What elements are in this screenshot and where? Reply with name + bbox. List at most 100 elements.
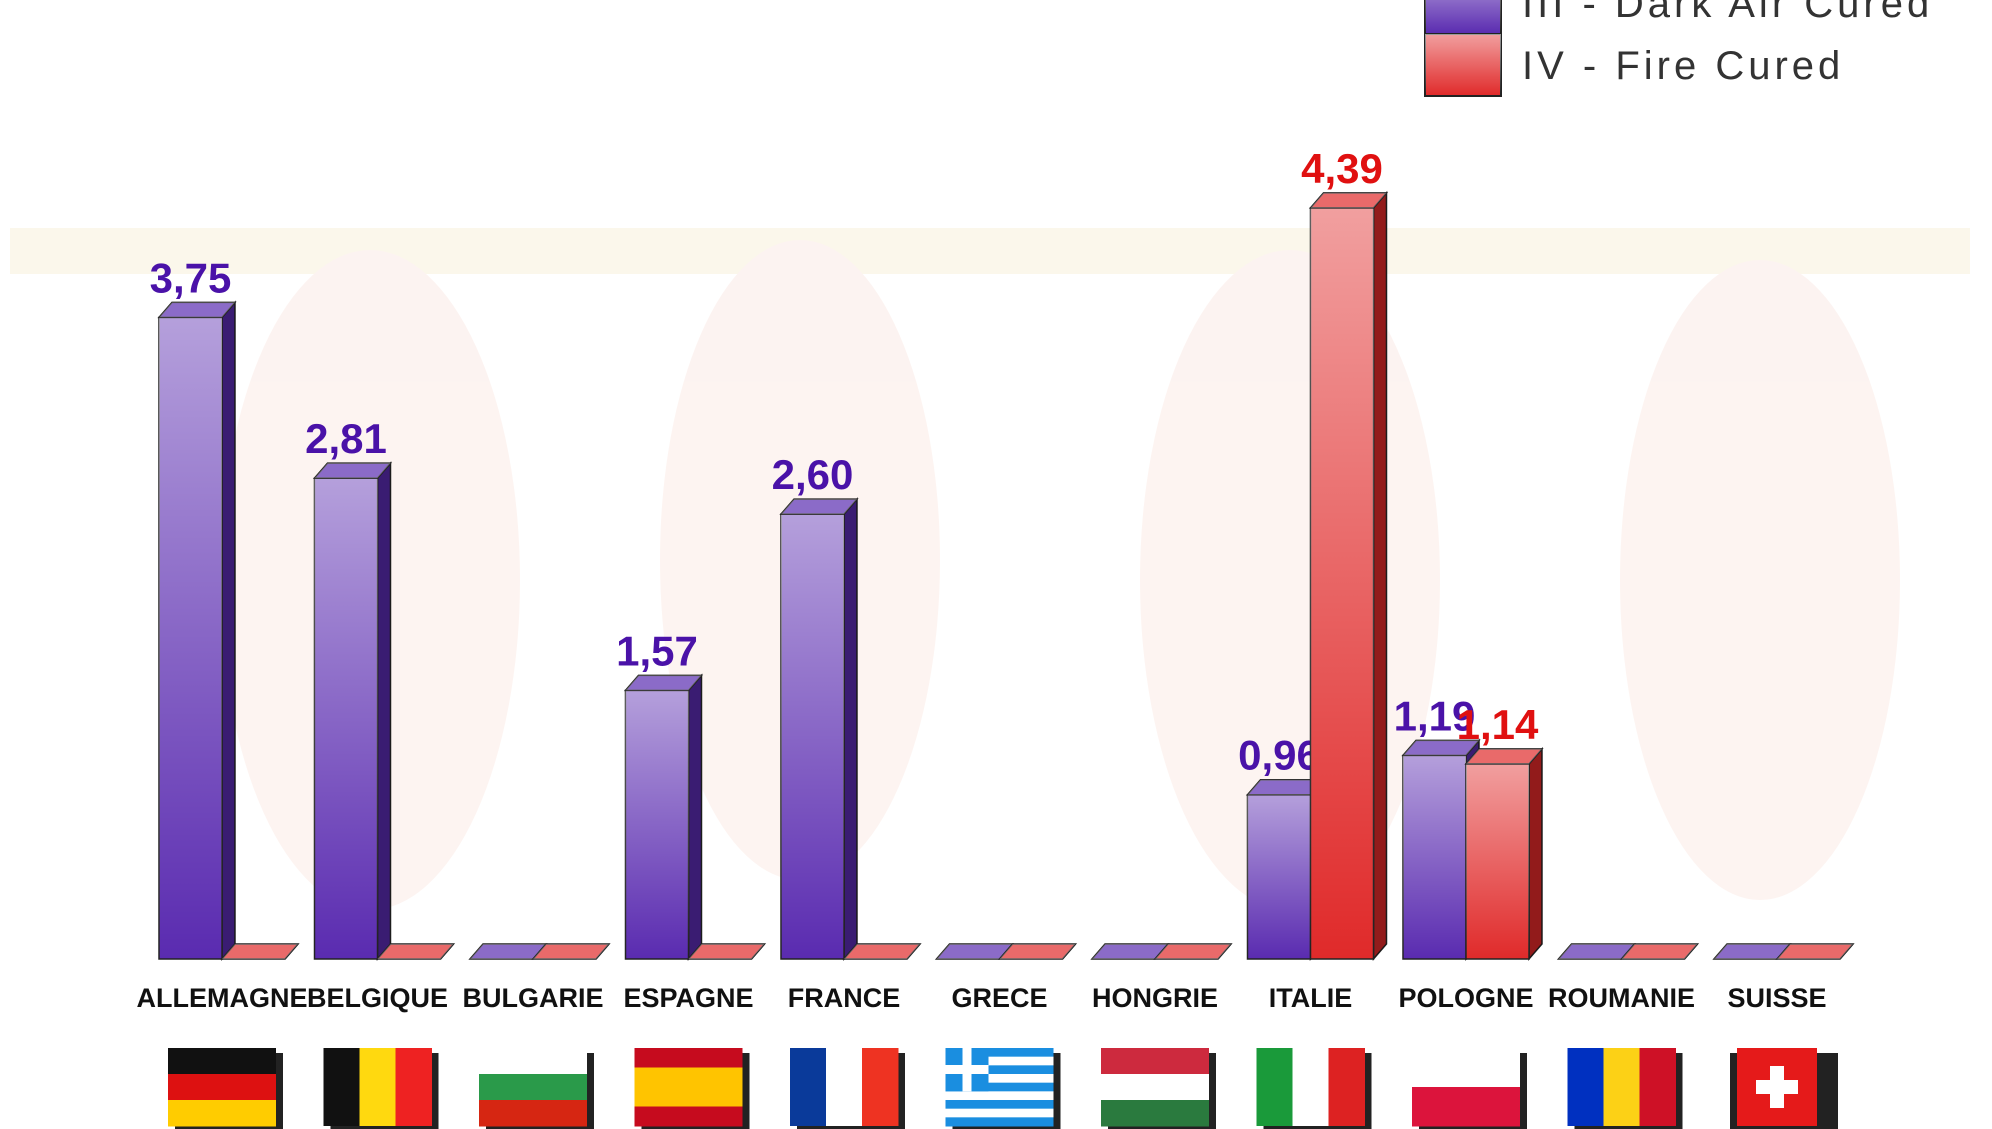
x-tick-label: POLOGNE — [1398, 983, 1533, 1013]
bar-top-shade — [314, 463, 391, 479]
flag-stripe — [1603, 1048, 1640, 1126]
bar — [1464, 746, 1544, 962]
flag-stripe — [1101, 1048, 1209, 1075]
flags — [168, 1048, 1838, 1129]
flag — [1412, 1048, 1527, 1129]
bar-top-shade — [470, 944, 546, 959]
flag-stripe — [1639, 1048, 1676, 1126]
bar — [468, 943, 548, 960]
flag-stripe — [395, 1048, 432, 1126]
x-tick-label: GRECE — [951, 983, 1047, 1013]
flag-stripe — [168, 1074, 276, 1101]
flag-cross — [962, 1048, 972, 1092]
value-label: 2,81 — [305, 415, 387, 462]
bar — [1153, 943, 1233, 960]
bar-top — [623, 674, 704, 692]
bar-side-shadow — [1529, 748, 1542, 959]
flag-stripe — [1256, 1048, 1293, 1126]
bar — [220, 943, 300, 960]
bar — [779, 497, 859, 962]
flag — [634, 1048, 750, 1129]
bar-top — [220, 943, 300, 960]
bar-top-shade — [1310, 192, 1387, 208]
bar-top-shade — [1466, 748, 1542, 764]
bar — [686, 943, 767, 960]
bar-top-shade — [377, 944, 454, 959]
legend-swatch-shade — [1425, 0, 1501, 34]
flag-stripe — [634, 1048, 743, 1068]
x-tick-label: ROUMANIE — [1548, 983, 1695, 1013]
bar — [375, 943, 456, 960]
x-tick-label: BELGIQUE — [307, 983, 448, 1013]
bar-top-shade — [936, 944, 1013, 959]
bar-side-shadow — [1373, 192, 1387, 960]
value-label: 1,19 — [1394, 692, 1476, 739]
bar-front-shade — [159, 317, 222, 959]
flag-stripe — [1101, 1100, 1209, 1127]
bar-top-shade — [533, 944, 609, 959]
bar-top-shade — [1403, 740, 1479, 756]
flag-stripe — [323, 1048, 360, 1126]
flag-stripe — [826, 1048, 863, 1126]
bar-side-shadow — [377, 463, 391, 959]
bar — [997, 943, 1078, 960]
bar-top — [1401, 739, 1481, 757]
bar-top — [686, 943, 767, 960]
bar-front-shade — [1403, 755, 1466, 959]
flag-stripe — [479, 1048, 587, 1075]
flag-stripe — [1292, 1048, 1329, 1126]
bar — [1775, 943, 1855, 960]
value-label: 0,96 — [1238, 732, 1320, 779]
x-tick-label: HONGRIE — [1092, 983, 1218, 1013]
x-tick-label: ITALIE — [1269, 983, 1353, 1013]
flag — [1256, 1048, 1372, 1129]
bar-front-shade — [625, 690, 689, 959]
x-tick-label: ESPAGNE — [623, 983, 753, 1013]
value-label: 1,57 — [616, 627, 698, 674]
flag-stripe — [634, 1106, 743, 1127]
bar-top — [1308, 192, 1389, 209]
bar-top-shade — [625, 675, 702, 691]
bar-top-shade — [688, 944, 765, 959]
flag-stripe — [945, 1056, 1054, 1066]
bar — [531, 943, 611, 960]
x-tick-label: FRANCE — [788, 983, 901, 1013]
bar-top — [531, 943, 611, 960]
bar-top — [375, 943, 456, 960]
bar-front-shade — [1466, 763, 1529, 959]
flag-stripe — [634, 1087, 743, 1107]
flag-stripe — [790, 1048, 827, 1126]
flag — [479, 1048, 594, 1129]
x-tick-label: SUISSE — [1727, 983, 1826, 1013]
bar-top — [1153, 943, 1233, 960]
bar — [623, 673, 704, 962]
flag-stripe — [168, 1048, 276, 1075]
x-tick-label: BULGARIE — [463, 983, 604, 1013]
flag-stripe — [359, 1048, 396, 1126]
bar-top-shade — [781, 499, 857, 515]
bar-top-shade — [844, 944, 920, 959]
legend-swatch-shade — [1425, 34, 1501, 96]
x-tick-label: ALLEMAGNE — [137, 983, 308, 1013]
bar-front-shade — [1310, 207, 1374, 960]
flag-stripe — [1328, 1048, 1365, 1126]
legend-label: IV - Fire Cured — [1522, 44, 1844, 88]
flag — [323, 1048, 439, 1129]
flag-stripe — [1101, 1074, 1209, 1101]
bar-top-shade — [222, 944, 298, 959]
background-stick — [10, 228, 1970, 274]
legend-label: III - Dark Air Cured — [1522, 0, 1933, 26]
bar — [1401, 738, 1481, 962]
bar-top — [1464, 748, 1544, 765]
bar — [1619, 943, 1700, 960]
background-leaf — [1620, 260, 1900, 900]
flag-stripe — [634, 1067, 743, 1088]
flag-stripe — [1412, 1087, 1520, 1127]
bar-top-shade — [1155, 944, 1231, 959]
bar-top — [842, 943, 922, 960]
flag-cross — [1756, 1080, 1798, 1094]
bar-top-shade — [159, 302, 235, 318]
flag-stripe — [479, 1100, 587, 1127]
bar-top — [1775, 943, 1855, 960]
value-label: 4,39 — [1301, 145, 1383, 192]
